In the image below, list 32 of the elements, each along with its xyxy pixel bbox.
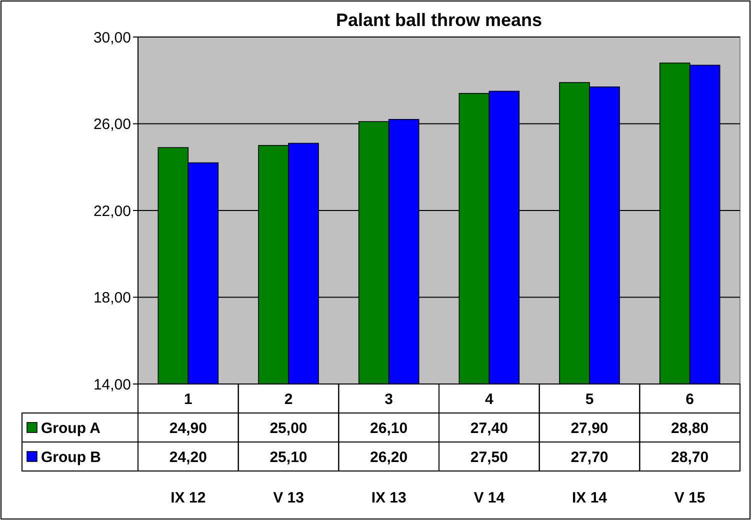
- x-tick-label: 2: [284, 390, 293, 408]
- y-tick-label: 30,00: [93, 29, 131, 46]
- y-tick-label: 22,00: [93, 202, 131, 220]
- data-label: 25,10: [270, 448, 308, 466]
- data-label: 24,90: [169, 420, 207, 437]
- legend-label: Group B: [41, 448, 102, 466]
- data-label: 27,40: [470, 420, 508, 437]
- data-label: 26,20: [370, 448, 408, 466]
- data-label: 27,90: [570, 420, 608, 437]
- chart-title: Palant ball throw means: [336, 10, 542, 30]
- text: V 14: [474, 489, 506, 506]
- x-tick-label: 4: [484, 390, 494, 408]
- y-tick-label: 18,00: [93, 290, 131, 306]
- data-label: 28,70: [671, 448, 709, 466]
- text: V 15: [674, 489, 706, 506]
- x-tick-label: 1: [184, 390, 192, 408]
- x-tick-label: 3: [384, 390, 394, 408]
- data-label: 26,10: [370, 420, 408, 437]
- text: IX 13: [371, 489, 406, 506]
- data-label: 24,20: [169, 448, 207, 466]
- text: V 13: [273, 489, 304, 506]
- data-label: 27,70: [570, 448, 608, 466]
- text: IX 12: [170, 489, 206, 506]
- y-tick-label: 26,00: [93, 116, 131, 133]
- text: IX 14: [572, 489, 608, 506]
- data-label: 25,00: [270, 420, 308, 437]
- y-tick-label: 14,00: [93, 376, 131, 394]
- x-tick-label: 5: [585, 390, 594, 408]
- x-tick-label: 6: [686, 390, 694, 408]
- legend-label: Group A: [41, 420, 101, 437]
- data-label: 28,80: [671, 420, 709, 437]
- data-label: 27,50: [470, 448, 508, 466]
